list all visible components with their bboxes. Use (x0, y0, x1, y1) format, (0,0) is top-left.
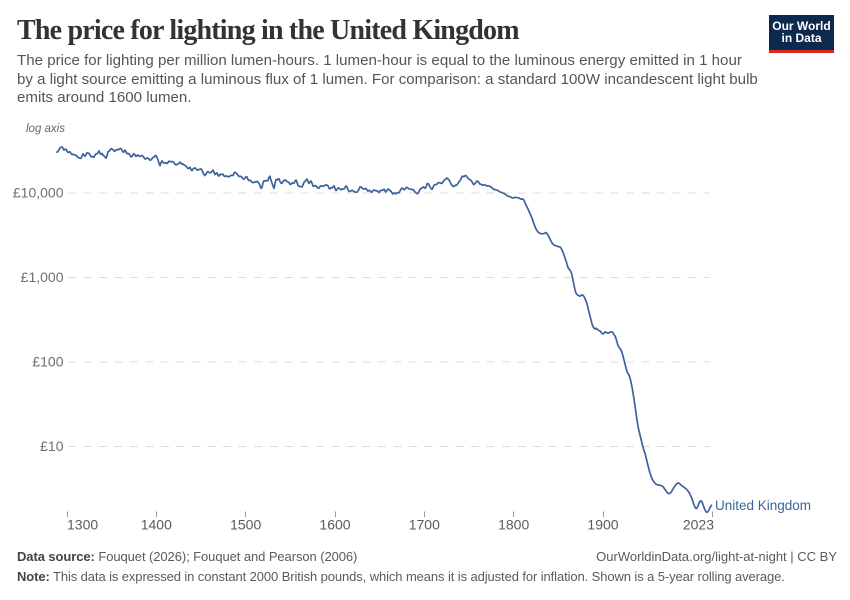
svg-text:1600: 1600 (319, 517, 350, 533)
svg-text:1300: 1300 (67, 517, 98, 533)
svg-text:£10,000: £10,000 (13, 185, 64, 201)
svg-text:1900: 1900 (587, 517, 618, 533)
svg-text:1400: 1400 (141, 517, 172, 533)
svg-text:£10: £10 (40, 438, 64, 454)
svg-text:2023: 2023 (683, 517, 714, 533)
svg-text:1500: 1500 (230, 517, 261, 533)
svg-text:United Kingdom: United Kingdom (715, 498, 811, 513)
svg-text:£100: £100 (32, 354, 63, 370)
svg-text:£1,000: £1,000 (21, 269, 64, 285)
svg-text:1800: 1800 (498, 517, 529, 533)
svg-text:1700: 1700 (409, 517, 440, 533)
